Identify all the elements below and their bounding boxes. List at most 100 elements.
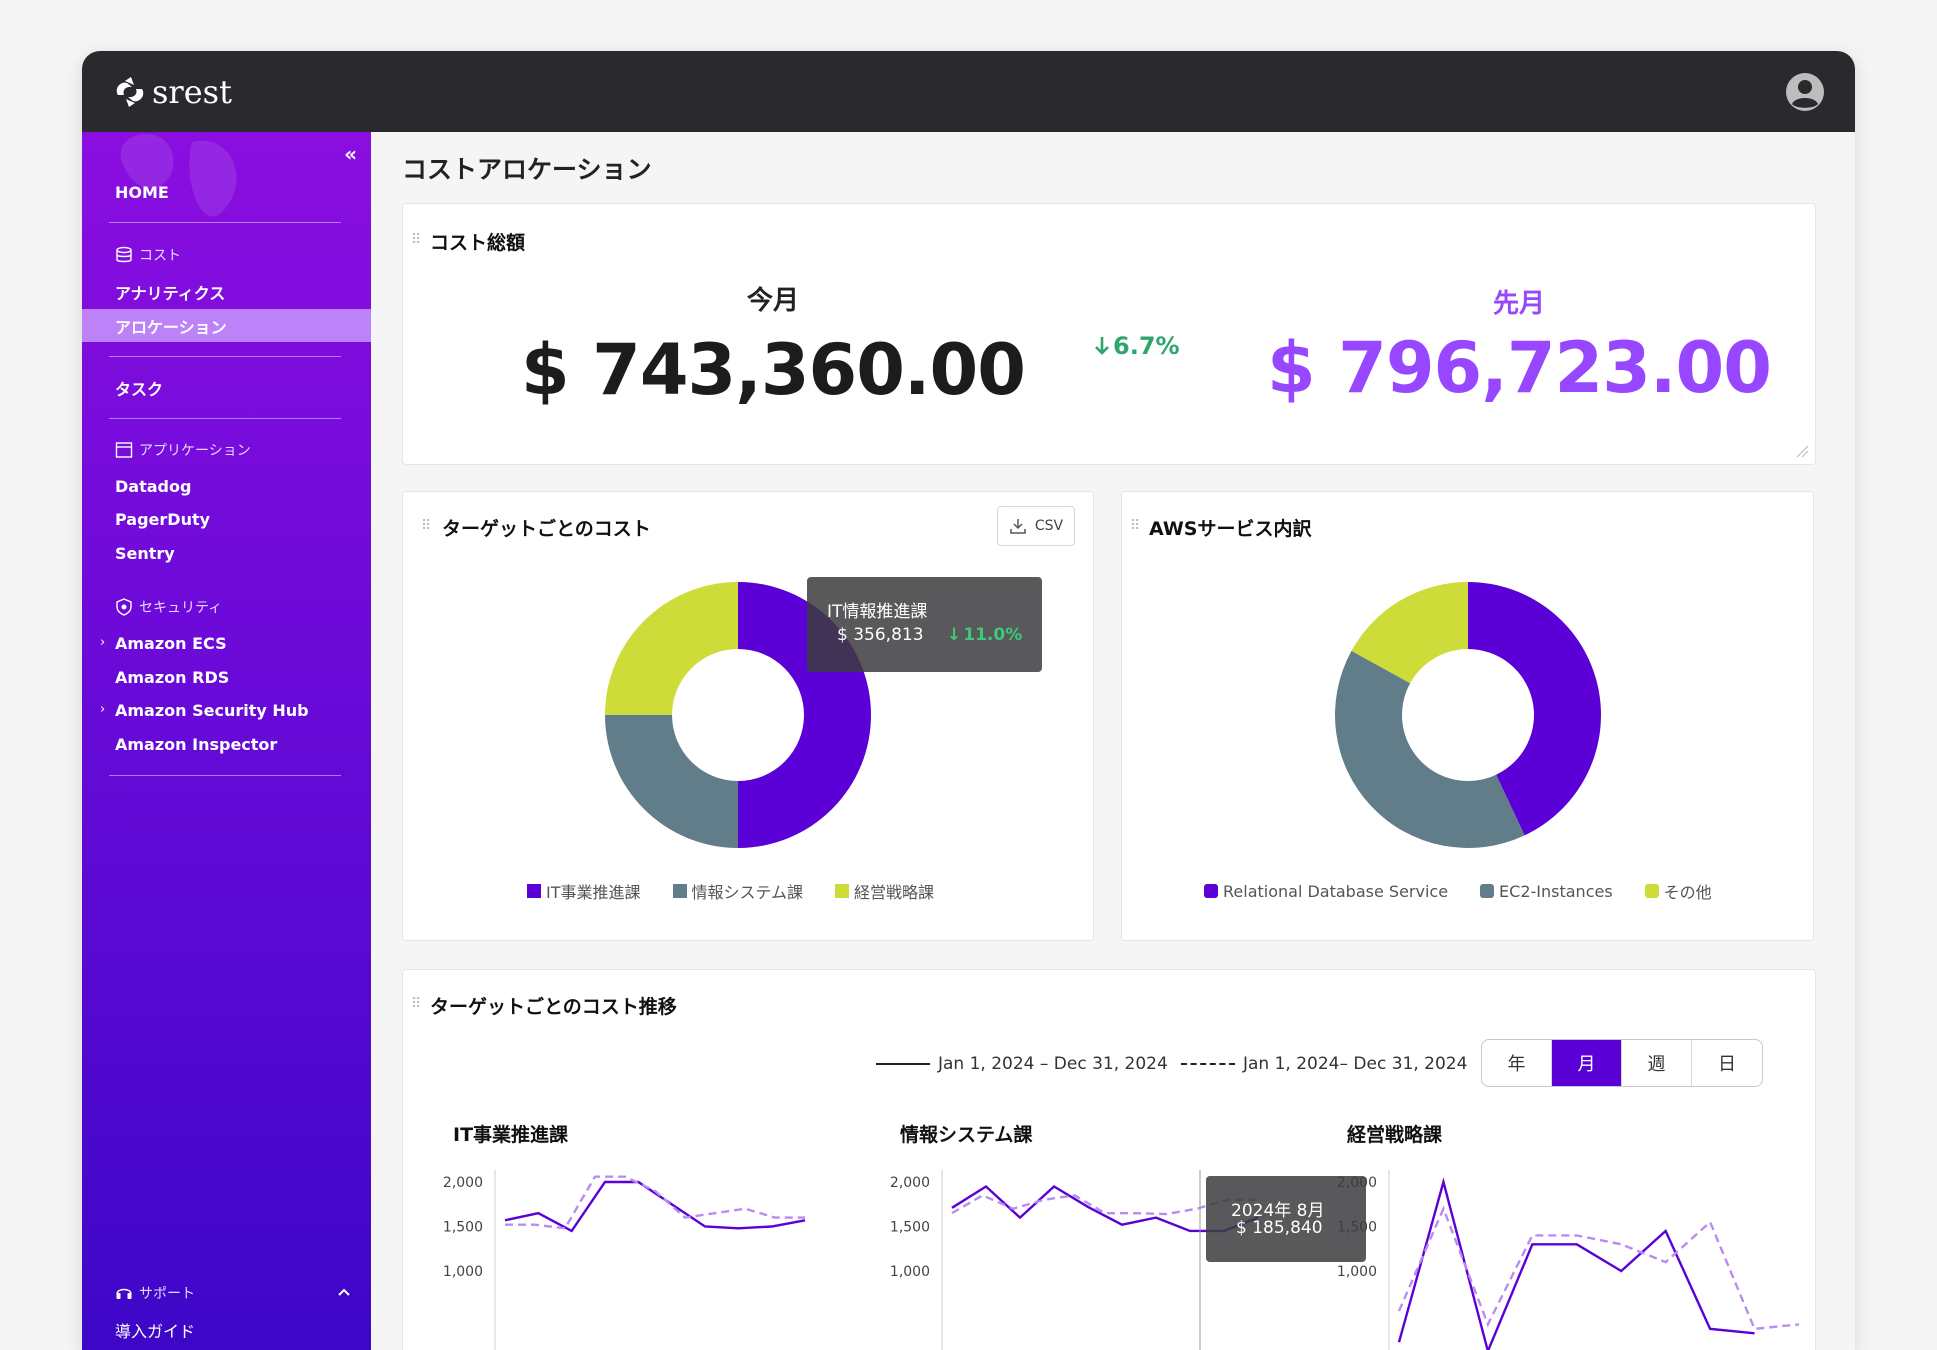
- target-cost-slice-1[interactable]: [605, 715, 738, 848]
- card-title: ターゲットごとのコスト: [442, 518, 651, 540]
- total-cost-card: ⠿ コスト総額 今月 $ 743,360.00 6.7% 先月 $ 796,72…: [402, 203, 1816, 465]
- chevron-right-icon[interactable]: ›: [100, 702, 106, 717]
- sidebar-group-support[interactable]: サポート: [115, 1283, 195, 1303]
- tooltip-value: $ 356,813: [837, 625, 924, 645]
- tooltip-value: $ 185,840: [1236, 1218, 1323, 1238]
- csv-download-button[interactable]: CSV: [997, 506, 1075, 546]
- legend-line-solid: [876, 1063, 930, 1065]
- tooltip-date: 2024年 8月: [1231, 1201, 1325, 1221]
- aws-breakdown-donut-chart: [1335, 582, 1601, 848]
- app-name: srest: [152, 73, 232, 111]
- sidebar-item-home[interactable]: HOME: [115, 183, 169, 202]
- legend-swatch: [835, 884, 850, 898]
- sidebar-item-allocation[interactable]: アロケーション: [115, 318, 227, 337]
- legend-item[interactable]: IT事業推進課: [527, 879, 641, 903]
- sidebar-item-amazon-security-hub[interactable]: Amazon Security Hub: [115, 701, 309, 720]
- this-month-value: $ 743,360.00: [521, 329, 1026, 411]
- sidebar-item-pagerduty[interactable]: PagerDuty: [115, 510, 211, 529]
- cost-trend-card: ⠿ ターゲットごとのコスト推移 Jan 1, 2024 – Dec 31, 20…: [402, 969, 1816, 1350]
- sidebar-divider: [109, 775, 341, 776]
- trend-line-2-series-0: [1397, 1177, 1755, 1350]
- sidebar-decoration: [120, 133, 237, 217]
- target-cost-slice-2[interactable]: [605, 582, 738, 715]
- csv-label: CSV: [1034, 518, 1064, 534]
- sidebar-group-label: セキュリティ: [139, 600, 223, 616]
- y-tick-label: 1,500: [443, 1220, 483, 1236]
- sidebar-item-amazon-rds[interactable]: Amazon RDS: [115, 668, 230, 687]
- app-window: srest « HOME コスト アナリティクス アロケーション タスク アプリ…: [82, 51, 1855, 1350]
- legend-item[interactable]: 経営戦略課: [835, 879, 934, 903]
- drag-handle-icon[interactable]: ⠿: [421, 518, 431, 534]
- legend-label: 経営戦略課: [854, 883, 935, 902]
- change-percent: 6.7%: [1113, 332, 1180, 360]
- sidebar-item-datadog[interactable]: Datadog: [115, 477, 192, 496]
- cost-trend-line-charts: 2,0001,5001,00002,0001,5001,00002,0001,5…: [443, 1170, 1800, 1350]
- trend-line-2-series-1: [1397, 1205, 1800, 1331]
- aws-breakdown-slice-1[interactable]: [1335, 650, 1525, 848]
- aws-breakdown-slice-0[interactable]: [1468, 582, 1601, 836]
- sidebar-item-setup-guide[interactable]: 導入ガイド: [115, 1322, 196, 1341]
- donut-tooltip: IT情報推進課 $ 356,813 ↓ 11.0%: [807, 577, 1042, 672]
- sidebar-group-label: アプリケーション: [139, 443, 251, 459]
- resize-handle-icon[interactable]: [1795, 444, 1809, 458]
- user-avatar-icon[interactable]: [1785, 72, 1825, 112]
- legend-label: その他: [1663, 883, 1712, 902]
- top-bar: srest: [82, 51, 1855, 132]
- target-cost-legend: IT事業推進課 情報システム課 経営戦略課: [527, 879, 934, 903]
- legend-line-dashed: [1181, 1063, 1235, 1065]
- card-title: ターゲットごとのコスト推移: [430, 996, 677, 1018]
- sidebar-divider: [109, 356, 341, 357]
- legend-swatch: [1480, 884, 1495, 898]
- last-month-value: $ 796,723.00: [1267, 327, 1772, 409]
- chevron-right-icon[interactable]: ›: [100, 635, 106, 650]
- legend-swatch: [1204, 884, 1218, 898]
- sidebar-active-highlight: [82, 309, 371, 342]
- arrow-down-icon: ↓: [947, 625, 962, 645]
- chevron-up-icon[interactable]: [337, 1287, 351, 1297]
- window-icon: [115, 442, 133, 458]
- legend-swatch: [1644, 884, 1659, 898]
- this-month-label: 今月: [746, 286, 799, 316]
- change-indicator: 6.7%: [1093, 332, 1180, 360]
- legend-label: EC2-Instances: [1499, 881, 1613, 901]
- drag-handle-icon[interactable]: ⠿: [411, 996, 421, 1012]
- legend-solid: Jan 1, 2024 – Dec 31, 2024: [876, 1054, 1168, 1074]
- main-content: コストアロケーション ⠿ コスト総額 今月 $ 743,360.00 6.7% …: [371, 132, 1855, 1350]
- sidebar-group-label: コスト: [139, 248, 181, 264]
- sidebar-divider: [109, 222, 341, 223]
- drag-handle-icon[interactable]: ⠿: [1130, 518, 1140, 534]
- chart-title-strategy: 経営戦略課: [1347, 1124, 1443, 1146]
- sidebar-item-analytics[interactable]: アナリティクス: [115, 284, 226, 303]
- drag-handle-icon[interactable]: ⠿: [411, 232, 421, 248]
- period-selector: 年 月 週 日: [1481, 1039, 1763, 1087]
- legend-label: Jan 1, 2024 – Dec 31, 2024: [938, 1054, 1168, 1074]
- sidebar-item-amazon-ecs[interactable]: Amazon ECS: [115, 634, 227, 653]
- tooltip-change-value: 11.0%: [963, 625, 1023, 645]
- legend-label: Jan 1, 2024– Dec 31, 2024: [1243, 1054, 1468, 1074]
- aws-breakdown-legend: Relational Database Service EC2-Instance…: [1204, 879, 1712, 903]
- legend-swatch: [527, 884, 541, 898]
- database-icon: [116, 246, 132, 263]
- period-week-button[interactable]: 週: [1622, 1040, 1692, 1086]
- sidebar-item-sentry[interactable]: Sentry: [115, 544, 175, 563]
- sidebar-item-tasks[interactable]: タスク: [115, 380, 164, 399]
- app-logo[interactable]: srest: [112, 73, 232, 111]
- legend-label: Relational Database Service: [1223, 881, 1449, 901]
- legend-swatch: [672, 884, 687, 898]
- collapse-sidebar-button[interactable]: «: [344, 142, 357, 166]
- legend-label: IT事業推進課: [546, 883, 641, 902]
- legend-item[interactable]: EC2-Instances: [1480, 879, 1613, 903]
- legend-item[interactable]: Relational Database Service: [1204, 879, 1448, 903]
- sidebar-divider: [109, 418, 341, 419]
- aws-breakdown-slice-2[interactable]: [1351, 582, 1468, 684]
- legend-item[interactable]: その他: [1644, 879, 1712, 903]
- period-day-button[interactable]: 日: [1718, 1054, 1736, 1075]
- period-year-button[interactable]: 年: [1482, 1040, 1552, 1086]
- legend-item[interactable]: 情報システム課: [672, 879, 803, 903]
- sidebar-group-label: サポート: [139, 1286, 195, 1302]
- chart-title-info-sys: 情報システム課: [900, 1124, 1033, 1146]
- trend-line-0-series-0: [504, 1180, 806, 1233]
- sidebar-item-amazon-inspector[interactable]: Amazon Inspector: [115, 735, 278, 754]
- period-month-button[interactable]: 月: [1552, 1040, 1622, 1086]
- legend-dashed: Jan 1, 2024– Dec 31, 2024: [1181, 1054, 1467, 1074]
